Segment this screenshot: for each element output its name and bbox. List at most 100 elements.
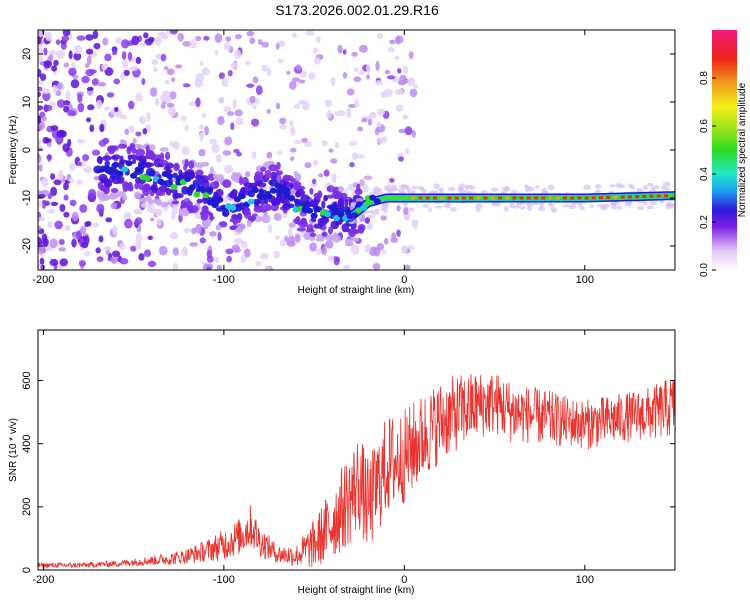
spectrogram-blob xyxy=(96,203,105,214)
spectrogram-blob xyxy=(135,56,142,64)
spectrogram-blob xyxy=(384,88,393,97)
spectrogram-blob xyxy=(321,231,328,237)
spectrogram-ridge-blob xyxy=(369,194,377,201)
spectrogram-ridge-core xyxy=(490,196,495,200)
spectrogram-blob xyxy=(47,209,56,214)
spectrogram-blob xyxy=(156,154,162,160)
spectrogram-blob xyxy=(104,53,112,62)
spectrogram-blob xyxy=(93,42,101,50)
spectrogram-blob xyxy=(215,224,221,231)
spectrogram-blob xyxy=(320,218,325,226)
spectrogram-blob xyxy=(134,182,140,190)
spectrogram-blob xyxy=(172,204,179,215)
spectrogram-blob xyxy=(119,242,126,250)
spectrogram-blob xyxy=(325,240,334,249)
spectrogram-blob xyxy=(153,198,160,205)
spectrogram-blob xyxy=(135,131,142,137)
spectrogram-blob xyxy=(234,109,243,117)
spectrogram-blob xyxy=(620,184,626,188)
spectrogram-blob xyxy=(50,173,56,180)
spectrogram-blob xyxy=(159,152,165,161)
spectrogram-blob xyxy=(289,148,297,153)
spectrogram-blob xyxy=(395,35,401,45)
spectrogram-blob xyxy=(275,43,280,50)
spectrogram-blob xyxy=(579,205,585,211)
spectrogram-blob xyxy=(141,78,146,85)
spectrogram-blob xyxy=(131,35,140,46)
spectrogram-blob xyxy=(38,262,41,269)
spectrogram-blob xyxy=(119,257,129,265)
spectrogram-ridge-blob xyxy=(188,184,196,191)
spectrogram-ytick-label: 0 xyxy=(21,147,33,153)
snr-xlabel: Height of straight line (km) xyxy=(298,585,415,596)
spectrogram-blob xyxy=(38,115,42,125)
spectrogram-blob xyxy=(209,138,218,145)
spectrogram-ridge-blob xyxy=(125,160,133,167)
colorbar-tick-label: 0.6 xyxy=(699,119,710,133)
spectrogram-blob xyxy=(327,255,335,262)
spectrogram-ridge-blob xyxy=(247,198,255,205)
spectrogram-blob xyxy=(288,81,297,90)
spectrogram-blob xyxy=(527,206,532,212)
spectrogram-blob xyxy=(165,188,172,196)
spectrogram-blob xyxy=(38,200,43,208)
spectrogram-blob xyxy=(273,250,281,259)
spectrogram-blob xyxy=(106,92,115,98)
snr-data xyxy=(38,374,675,570)
spectrogram-blob xyxy=(147,235,153,240)
spectrogram-blob xyxy=(254,98,260,105)
spectrogram-blob xyxy=(537,206,546,212)
spectrogram-blob xyxy=(64,225,71,232)
spectrogram-blob xyxy=(446,202,451,207)
spectrogram-blob xyxy=(398,128,406,134)
spectrogram-blob xyxy=(61,35,69,42)
spectrogram-ridge-blob xyxy=(170,184,178,190)
spectrogram-blob xyxy=(92,222,100,228)
spectrogram-blob xyxy=(385,187,392,192)
spectrogram-ridge-blob xyxy=(306,207,314,214)
spectrogram-ridge-core xyxy=(613,195,618,199)
spectrogram-blob xyxy=(323,217,330,223)
spectrogram-blob xyxy=(355,197,364,203)
spectrogram-blob xyxy=(147,202,155,213)
spectrogram-blob xyxy=(53,179,62,186)
spectrogram-blob xyxy=(409,88,418,98)
spectrogram-blob xyxy=(104,185,110,195)
spectrogram-blob xyxy=(300,218,307,226)
spectrogram-blob xyxy=(98,235,104,243)
spectrogram-ridge-blob xyxy=(324,211,332,218)
spectrogram-blob xyxy=(203,206,209,212)
spectrogram-ridge-blob xyxy=(112,161,120,168)
spectrogram-ridge-blob xyxy=(351,212,359,219)
spectrogram-blob xyxy=(334,142,340,149)
spectrogram-blob xyxy=(203,35,210,41)
spectrogram-blob xyxy=(140,202,148,208)
spectrogram-blob xyxy=(169,91,177,100)
spectrogram-blob xyxy=(276,190,283,198)
spectrogram-blob xyxy=(135,148,145,157)
spectrogram-blob xyxy=(214,256,219,264)
spectrogram-blob xyxy=(294,233,301,243)
spectrogram-blob xyxy=(182,40,191,47)
spectrogram-blob xyxy=(192,179,203,187)
spectrogram-ridge-blob xyxy=(193,191,201,198)
spectrogram-blob xyxy=(215,153,222,163)
spectrogram-blob xyxy=(194,174,203,180)
spectrogram-blob xyxy=(428,207,433,213)
spectrogram-ridge-core xyxy=(411,196,416,200)
spectrogram-blob xyxy=(251,151,257,159)
spectrogram-blob xyxy=(102,37,109,46)
spectrogram-blob xyxy=(138,145,147,150)
spectrogram-blob xyxy=(346,88,355,96)
spectrogram-ridge-core xyxy=(656,194,661,198)
spectrogram-ridge-core xyxy=(461,196,466,200)
spectrogram-blob xyxy=(438,187,445,192)
spectrogram-blob xyxy=(308,72,316,80)
spectrogram-blob xyxy=(309,187,314,195)
spectrogram-blob xyxy=(249,37,256,45)
spectrogram-blob xyxy=(274,235,280,240)
spectrogram-ridge-core xyxy=(483,196,488,200)
spectrogram-blob xyxy=(661,185,667,191)
